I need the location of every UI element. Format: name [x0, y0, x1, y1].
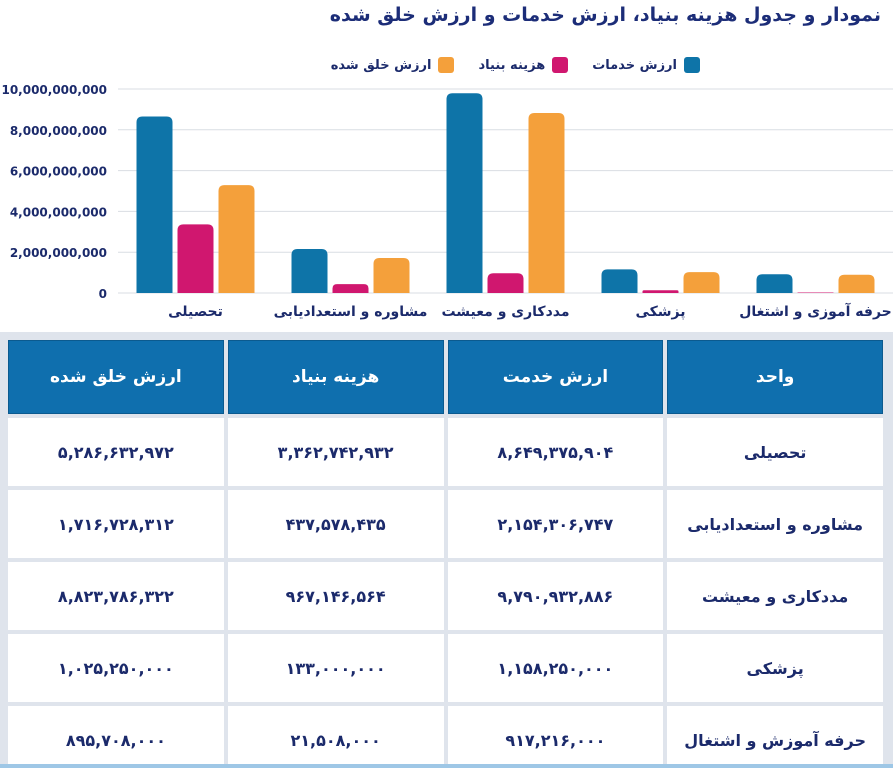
y-tick-label: 2,000,000,000 [10, 246, 107, 260]
table-header-row: واحد ارزش خدمت هزینه بنیاد ارزش خلق شده [8, 340, 883, 414]
header-service-value: ارزش خدمت [448, 340, 664, 414]
bar [757, 274, 793, 293]
cell-created-value: ۱,۰۲۵,۲۵۰,۰۰۰ [8, 634, 224, 702]
bar [488, 273, 524, 293]
bar [447, 93, 483, 293]
table-row: پزشکی ۱,۱۵۸,۲۵۰,۰۰۰ ۱۳۳,۰۰۰,۰۰۰ ۱,۰۲۵,۲۵… [8, 634, 883, 702]
table-row: تحصیلی ۸,۶۴۹,۳۷۵,۹۰۴ ۳,۳۶۲,۷۴۲,۹۳۲ ۵,۲۸۶… [8, 418, 883, 486]
cell-foundation-cost: ۳,۳۶۲,۷۴۲,۹۳۲ [228, 418, 444, 486]
cell-service-value: ۲,۱۵۴,۳۰۶,۷۴۷ [448, 490, 664, 558]
cell-service-value: ۸,۶۴۹,۳۷۵,۹۰۴ [448, 418, 664, 486]
bar-chart: 0 2,000,000,000 4,000,000,000 6,000,000,000… [0, 0, 893, 332]
bottom-decoration-bar [0, 764, 893, 768]
data-table-container: واحد ارزش خدمت هزینه بنیاد ارزش خلق شده … [0, 332, 893, 768]
y-tick-label: 4,000,000,000 [10, 205, 107, 219]
cell-created-value: ۸,۸۲۳,۷۸۶,۳۲۲ [8, 562, 224, 630]
table-row: مددکاری و معیشت ۹,۷۹۰,۹۳۲,۸۸۶ ۹۶۷,۱۴۶,۵۶… [8, 562, 883, 630]
cell-foundation-cost: ۴۳۷,۵۷۸,۴۳۵ [228, 490, 444, 558]
cell-foundation-cost: ۹۶۷,۱۴۶,۵۶۴ [228, 562, 444, 630]
bar [643, 290, 679, 293]
cell-unit: مشاوره و استعدادیابی [667, 490, 883, 558]
bar [684, 272, 720, 293]
cell-created-value: ۵,۲۸۶,۶۳۲,۹۷۲ [8, 418, 224, 486]
x-category-label: تحصیلی [168, 304, 223, 320]
bar [374, 258, 410, 293]
y-tick-label: 0 [99, 287, 107, 301]
y-tick-label: 6,000,000,000 [10, 165, 107, 179]
x-category-label: حرفه آموزی و اشتغال [739, 302, 892, 320]
header-foundation-cost: هزینه بنیاد [228, 340, 444, 414]
x-category-label: مشاوره و استعدادیابی [274, 304, 428, 320]
data-table: واحد ارزش خدمت هزینه بنیاد ارزش خلق شده … [4, 336, 887, 778]
cell-unit: مددکاری و معیشت [667, 562, 883, 630]
cell-service-value: ۱,۱۵۸,۲۵۰,۰۰۰ [448, 634, 664, 702]
y-tick-label: 10,000,000,000 [1, 83, 107, 97]
bar [292, 249, 328, 293]
cell-unit: تحصیلی [667, 418, 883, 486]
table-row: مشاوره و استعدادیابی ۲,۱۵۴,۳۰۶,۷۴۷ ۴۳۷,۵… [8, 490, 883, 558]
cell-unit: پزشکی [667, 634, 883, 702]
bar [219, 185, 255, 293]
header-unit: واحد [667, 340, 883, 414]
bar [178, 224, 214, 293]
header-created-value: ارزش خلق شده [8, 340, 224, 414]
bar [839, 275, 875, 293]
cell-created-value: ۱,۷۱۶,۷۲۸,۳۱۲ [8, 490, 224, 558]
y-tick-label: 8,000,000,000 [10, 124, 107, 138]
bar [529, 113, 565, 293]
cell-service-value: ۹,۷۹۰,۹۳۲,۸۸۶ [448, 562, 664, 630]
x-category-label: مددکاری و معیشت [441, 304, 569, 320]
cell-foundation-cost: ۱۳۳,۰۰۰,۰۰۰ [228, 634, 444, 702]
x-category-label: پزشکی [635, 304, 685, 320]
bar [333, 284, 369, 293]
bar [137, 117, 173, 293]
bar [602, 269, 638, 293]
